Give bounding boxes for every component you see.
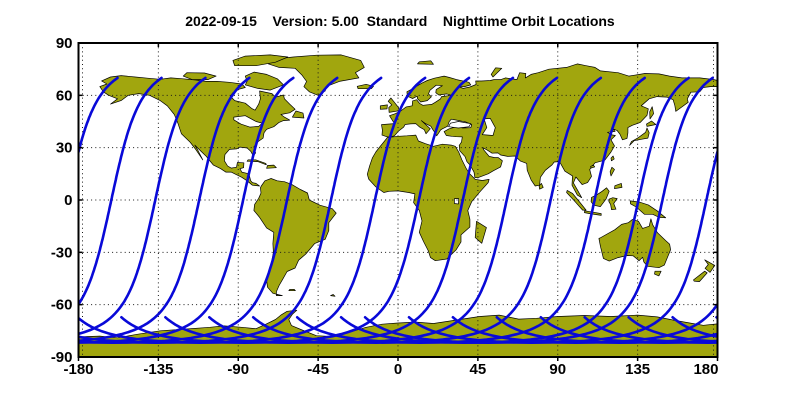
land-victoria-island bbox=[182, 72, 217, 80]
orbit-track-9-wrap bbox=[760, 78, 800, 343]
land-eurasia bbox=[381, 63, 718, 199]
orbit-track-1 bbox=[78, 76, 119, 158]
x-tick-label-135: 135 bbox=[625, 361, 650, 378]
land-mindanao bbox=[614, 183, 623, 190]
y-tick-label--90: -90 bbox=[51, 349, 73, 366]
land-hokkaido bbox=[646, 120, 657, 127]
orbit-track-12 bbox=[251, 76, 603, 345]
land-taiwan bbox=[610, 155, 615, 162]
orbit-track-13 bbox=[295, 76, 646, 345]
land-luzon bbox=[609, 166, 615, 177]
map-layer bbox=[78, 43, 718, 357]
lake-black-sea bbox=[448, 121, 472, 129]
x-tick-label-180: 180 bbox=[693, 361, 718, 378]
y-tick-label-0: 0 bbox=[64, 192, 72, 209]
land-australia bbox=[598, 218, 671, 269]
y-tick-label-60: 60 bbox=[56, 87, 73, 104]
land-newfoundland bbox=[292, 110, 305, 119]
land-new-zealand-north bbox=[704, 259, 716, 273]
land-borneo bbox=[590, 187, 610, 207]
orbit-tracks-layer bbox=[78, 76, 800, 345]
land-africa bbox=[366, 134, 490, 262]
land-hainan bbox=[590, 164, 596, 169]
land-south-georgia bbox=[330, 294, 336, 297]
orbit-track-8-wrap bbox=[715, 316, 718, 320]
x-tick-label--90: -90 bbox=[227, 361, 249, 378]
land-novaya-zemlya bbox=[490, 67, 503, 78]
y-tick-label--30: -30 bbox=[51, 244, 73, 261]
land-sulawesi bbox=[608, 197, 618, 210]
land-ireland bbox=[379, 104, 388, 110]
land-madagascar bbox=[474, 220, 487, 244]
lake-caspian-sea bbox=[481, 118, 496, 136]
land-sakhalin bbox=[649, 106, 654, 120]
x-tick-label--45: -45 bbox=[307, 361, 329, 378]
x-tick-label-0: 0 bbox=[394, 361, 402, 378]
land-ellesmere-island bbox=[232, 54, 289, 67]
land-sumatra bbox=[566, 190, 587, 211]
x-tick-label--180: -180 bbox=[63, 361, 93, 378]
land-sri-lanka bbox=[538, 183, 544, 190]
lake-great-lakes bbox=[233, 115, 263, 128]
lake-lake-victoria bbox=[454, 198, 460, 205]
orbit-track-14 bbox=[339, 76, 690, 345]
land-hispaniola bbox=[266, 164, 277, 169]
orbit-track-2 bbox=[78, 76, 163, 307]
land-new-zealand-south bbox=[693, 270, 708, 282]
orbit-track-11 bbox=[208, 76, 559, 345]
x-tick-label-45: 45 bbox=[470, 361, 487, 378]
land-south-america bbox=[253, 178, 337, 296]
x-tick-label-90: 90 bbox=[549, 361, 566, 378]
plot-title: 2022-09-15 Version: 5.00 Standard Nightt… bbox=[185, 13, 615, 29]
land-tasmania bbox=[654, 270, 662, 277]
x-tick-label--135: -135 bbox=[143, 361, 173, 378]
orbit-track-3 bbox=[78, 76, 207, 336]
y-tick-label-90: 90 bbox=[56, 35, 73, 52]
land-greenland bbox=[268, 54, 365, 96]
land-falklands bbox=[288, 288, 296, 292]
land-svalbard bbox=[417, 60, 434, 65]
y-tick-label--60: -60 bbox=[51, 297, 73, 314]
y-tick-label-30: 30 bbox=[56, 140, 73, 157]
land-north-america bbox=[99, 75, 296, 187]
